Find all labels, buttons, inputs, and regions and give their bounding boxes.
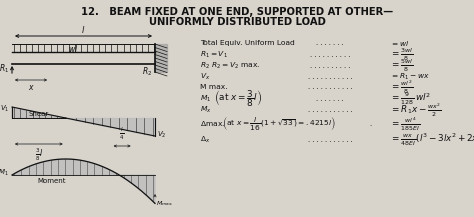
- Text: $= \frac{wx}{48EI}(l^3 - 3lx^2 + 2x^3)$: $= \frac{wx}{48EI}(l^3 - 3lx^2 + 2x^3)$: [390, 132, 474, 148]
- Text: $= R_1 - wx$: $= R_1 - wx$: [390, 72, 430, 82]
- Text: $\Delta_x$: $\Delta_x$: [200, 135, 210, 145]
- Text: $\Delta$max.: $\Delta$max.: [200, 120, 225, 128]
- Text: . . . . . . .: . . . . . . .: [316, 96, 344, 102]
- Text: .: .: [369, 121, 371, 127]
- Text: . . . . . . . . . . .: . . . . . . . . . . .: [308, 74, 352, 80]
- Text: $= \frac{3wl}{8}$: $= \frac{3wl}{8}$: [390, 47, 414, 63]
- Text: UNIFORMLY DISTRIBUTED LOAD: UNIFORMLY DISTRIBUTED LOAD: [148, 17, 326, 27]
- Text: Total Equiv. Uniform Load: Total Equiv. Uniform Load: [200, 40, 295, 46]
- Text: . . . . . . . . . .: . . . . . . . . . .: [310, 63, 350, 69]
- Text: $R_1$: $R_1$: [0, 63, 9, 75]
- Text: . . . . . . . . . .: . . . . . . . . . .: [310, 52, 350, 58]
- Text: . . . . . . . . . . .: . . . . . . . . . . .: [308, 107, 352, 113]
- Text: $R_2$: $R_2$: [142, 66, 152, 79]
- Text: . . . . . . . . . . .: . . . . . . . . . . .: [308, 84, 352, 90]
- Text: . . . . . . .: . . . . . . .: [316, 40, 344, 46]
- Text: $M_x$: $M_x$: [200, 105, 211, 115]
- Text: $= wl$: $= wl$: [390, 38, 410, 48]
- Text: $\left(\mathrm{at}\ x = \dfrac{3}{8}l\right)$: $\left(\mathrm{at}\ x = \dfrac{3}{8}l\ri…: [214, 89, 262, 109]
- Text: $R_2\ R_2 = V_2$ max.: $R_2\ R_2 = V_2$ max.: [200, 61, 260, 71]
- Polygon shape: [12, 159, 155, 204]
- Text: . . . . . . . . . . .: . . . . . . . . . . .: [308, 137, 352, 143]
- Text: $= R_1 x - \frac{wx^2}{2}$: $= R_1 x - \frac{wx^2}{2}$: [390, 101, 441, 119]
- Text: 12.   BEAM FIXED AT ONE END, SUPPORTED AT OTHER—: 12. BEAM FIXED AT ONE END, SUPPORTED AT …: [81, 7, 393, 17]
- Text: M max.: M max.: [200, 84, 228, 90]
- Polygon shape: [65, 118, 155, 136]
- Text: $M_{max.}$: $M_{max.}$: [156, 199, 174, 208]
- Polygon shape: [12, 107, 65, 118]
- Text: Shear: Shear: [29, 111, 49, 117]
- Text: $x$: $x$: [27, 83, 35, 92]
- Text: $\frac{3}{8}l$: $\frac{3}{8}l$: [35, 147, 43, 163]
- Text: $\left(\mathrm{at}\ x = \dfrac{l}{16}(1+\sqrt{33})= .4215l\right)$: $\left(\mathrm{at}\ x = \dfrac{l}{16}(1+…: [222, 115, 336, 133]
- Text: $= \frac{9}{128}\,wl^2$: $= \frac{9}{128}\,wl^2$: [390, 91, 431, 107]
- Text: $wl$: $wl$: [68, 43, 79, 54]
- Text: $l$: $l$: [82, 24, 86, 35]
- Text: $V_2$: $V_2$: [157, 130, 166, 140]
- Text: $= \frac{5wl}{8}$: $= \frac{5wl}{8}$: [390, 58, 414, 74]
- Text: Moment: Moment: [38, 178, 66, 184]
- Text: $V_1$: $V_1$: [0, 104, 9, 114]
- Text: $M_1$: $M_1$: [200, 94, 211, 104]
- Text: $V_x$: $V_x$: [200, 72, 210, 82]
- Text: $R_1 = V_1$: $R_1 = V_1$: [200, 50, 228, 60]
- Text: $= \frac{wl^2}{8}$: $= \frac{wl^2}{8}$: [390, 78, 413, 96]
- Text: $\frac{l}{4}$: $\frac{l}{4}$: [119, 126, 125, 142]
- Text: $= \frac{wl^4}{185EI}$: $= \frac{wl^4}{185EI}$: [390, 115, 420, 133]
- Text: $M_1$: $M_1$: [0, 168, 9, 178]
